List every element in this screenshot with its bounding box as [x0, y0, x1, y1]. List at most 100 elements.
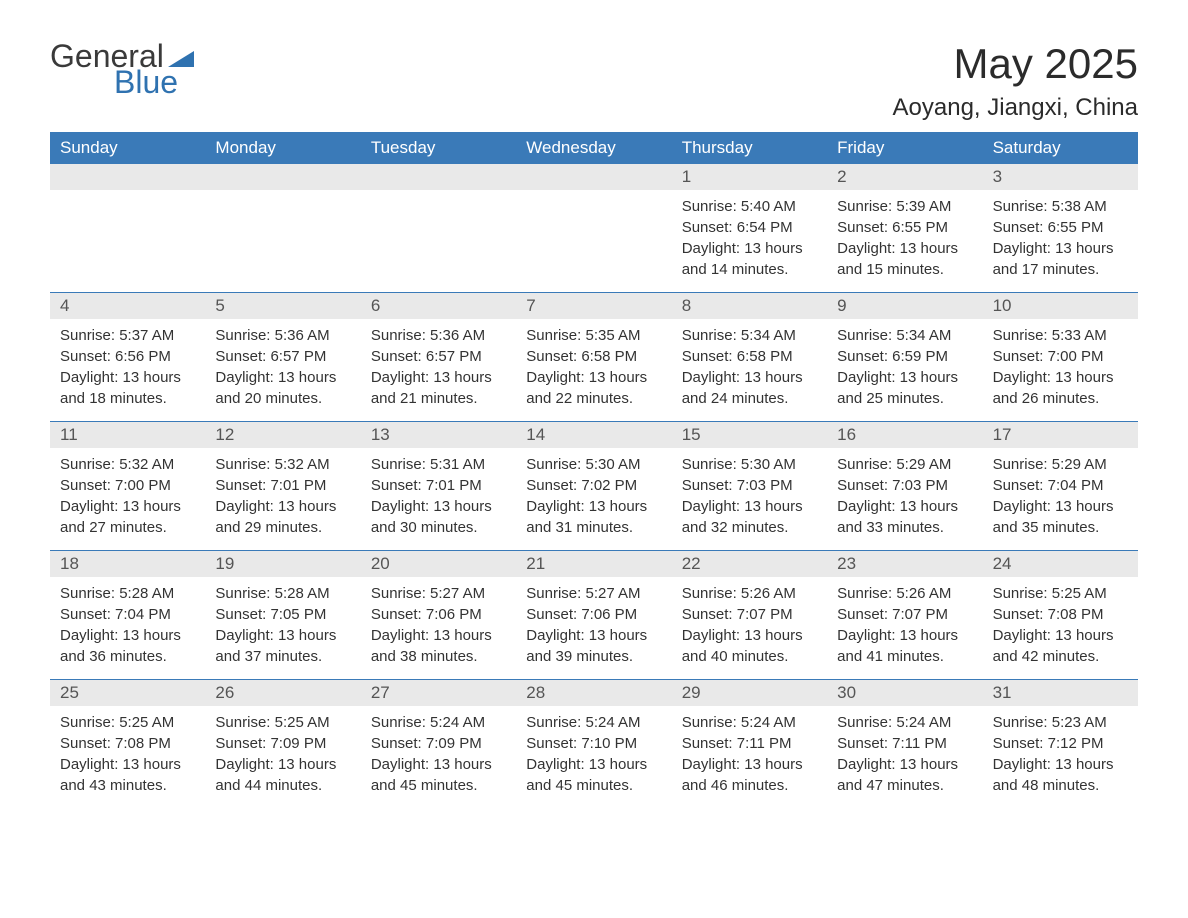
- day-cell: 17Sunrise: 5:29 AMSunset: 7:04 PMDayligh…: [983, 422, 1138, 550]
- day-content: Sunrise: 5:24 AMSunset: 7:11 PMDaylight:…: [827, 706, 982, 802]
- daylight-text-line2: and 15 minutes.: [837, 259, 972, 280]
- day-content: Sunrise: 5:26 AMSunset: 7:07 PMDaylight:…: [672, 577, 827, 673]
- sunrise-text: Sunrise: 5:28 AM: [215, 583, 350, 604]
- daylight-text-line2: and 32 minutes.: [682, 517, 817, 538]
- day-number: 22: [672, 551, 827, 577]
- day-cell: 7Sunrise: 5:35 AMSunset: 6:58 PMDaylight…: [516, 293, 671, 421]
- daylight-text-line1: Daylight: 13 hours: [215, 625, 350, 646]
- day-number: 8: [672, 293, 827, 319]
- day-content: Sunrise: 5:38 AMSunset: 6:55 PMDaylight:…: [983, 190, 1138, 286]
- sunset-text: Sunset: 6:58 PM: [682, 346, 817, 367]
- daylight-text-line1: Daylight: 13 hours: [993, 496, 1128, 517]
- daylight-text-line2: and 44 minutes.: [215, 775, 350, 796]
- day-cell: 14Sunrise: 5:30 AMSunset: 7:02 PMDayligh…: [516, 422, 671, 550]
- daylight-text-line1: Daylight: 13 hours: [371, 625, 506, 646]
- day-cell: 26Sunrise: 5:25 AMSunset: 7:09 PMDayligh…: [205, 680, 360, 808]
- calendar: Sunday Monday Tuesday Wednesday Thursday…: [50, 132, 1138, 808]
- day-cell: 18Sunrise: 5:28 AMSunset: 7:04 PMDayligh…: [50, 551, 205, 679]
- daylight-text-line1: Daylight: 13 hours: [215, 367, 350, 388]
- day-number: 10: [983, 293, 1138, 319]
- day-content: Sunrise: 5:37 AMSunset: 6:56 PMDaylight:…: [50, 319, 205, 415]
- day-content: Sunrise: 5:39 AMSunset: 6:55 PMDaylight:…: [827, 190, 982, 286]
- day-number: 27: [361, 680, 516, 706]
- week-row: 25Sunrise: 5:25 AMSunset: 7:08 PMDayligh…: [50, 679, 1138, 808]
- daylight-text-line1: Daylight: 13 hours: [682, 367, 817, 388]
- daylight-text-line2: and 48 minutes.: [993, 775, 1128, 796]
- daylight-text-line2: and 47 minutes.: [837, 775, 972, 796]
- day-number: 12: [205, 422, 360, 448]
- daylight-text-line2: and 33 minutes.: [837, 517, 972, 538]
- day-cell: 20Sunrise: 5:27 AMSunset: 7:06 PMDayligh…: [361, 551, 516, 679]
- day-content: Sunrise: 5:26 AMSunset: 7:07 PMDaylight:…: [827, 577, 982, 673]
- day-cell: 12Sunrise: 5:32 AMSunset: 7:01 PMDayligh…: [205, 422, 360, 550]
- day-number: 3: [983, 164, 1138, 190]
- day-number: 19: [205, 551, 360, 577]
- sunset-text: Sunset: 7:04 PM: [993, 475, 1128, 496]
- sunrise-text: Sunrise: 5:35 AM: [526, 325, 661, 346]
- daylight-text-line1: Daylight: 13 hours: [60, 367, 195, 388]
- day-number: 26: [205, 680, 360, 706]
- month-title: May 2025: [893, 40, 1138, 88]
- logo-word2: Blue: [114, 66, 194, 98]
- day-content: Sunrise: 5:35 AMSunset: 6:58 PMDaylight:…: [516, 319, 671, 415]
- week-row: 11Sunrise: 5:32 AMSunset: 7:00 PMDayligh…: [50, 421, 1138, 550]
- day-cell: 11Sunrise: 5:32 AMSunset: 7:00 PMDayligh…: [50, 422, 205, 550]
- day-number: 23: [827, 551, 982, 577]
- sunrise-text: Sunrise: 5:36 AM: [371, 325, 506, 346]
- day-content: Sunrise: 5:30 AMSunset: 7:03 PMDaylight:…: [672, 448, 827, 544]
- day-content: Sunrise: 5:31 AMSunset: 7:01 PMDaylight:…: [361, 448, 516, 544]
- daylight-text-line2: and 18 minutes.: [60, 388, 195, 409]
- sunset-text: Sunset: 7:01 PM: [371, 475, 506, 496]
- daylight-text-line2: and 46 minutes.: [682, 775, 817, 796]
- daylight-text-line2: and 45 minutes.: [526, 775, 661, 796]
- day-number: 28: [516, 680, 671, 706]
- sunset-text: Sunset: 7:08 PM: [993, 604, 1128, 625]
- daylight-text-line2: and 24 minutes.: [682, 388, 817, 409]
- daylight-text-line2: and 42 minutes.: [993, 646, 1128, 667]
- day-cell: 24Sunrise: 5:25 AMSunset: 7:08 PMDayligh…: [983, 551, 1138, 679]
- day-number: 1: [672, 164, 827, 190]
- day-number: 13: [361, 422, 516, 448]
- day-number: 16: [827, 422, 982, 448]
- day-cell: 10Sunrise: 5:33 AMSunset: 7:00 PMDayligh…: [983, 293, 1138, 421]
- daylight-text-line1: Daylight: 13 hours: [215, 754, 350, 775]
- day-number-empty: [205, 164, 360, 190]
- day-number: 14: [516, 422, 671, 448]
- day-cell: 15Sunrise: 5:30 AMSunset: 7:03 PMDayligh…: [672, 422, 827, 550]
- day-cell: 1Sunrise: 5:40 AMSunset: 6:54 PMDaylight…: [672, 164, 827, 292]
- day-content: Sunrise: 5:28 AMSunset: 7:04 PMDaylight:…: [50, 577, 205, 673]
- day-cell: 4Sunrise: 5:37 AMSunset: 6:56 PMDaylight…: [50, 293, 205, 421]
- week-row: 18Sunrise: 5:28 AMSunset: 7:04 PMDayligh…: [50, 550, 1138, 679]
- daylight-text-line1: Daylight: 13 hours: [837, 238, 972, 259]
- sunset-text: Sunset: 7:10 PM: [526, 733, 661, 754]
- sunrise-text: Sunrise: 5:32 AM: [215, 454, 350, 475]
- sunrise-text: Sunrise: 5:27 AM: [526, 583, 661, 604]
- daylight-text-line1: Daylight: 13 hours: [682, 496, 817, 517]
- day-cell: 25Sunrise: 5:25 AMSunset: 7:08 PMDayligh…: [50, 680, 205, 808]
- day-content: Sunrise: 5:32 AMSunset: 7:01 PMDaylight:…: [205, 448, 360, 544]
- daylight-text-line2: and 40 minutes.: [682, 646, 817, 667]
- sunset-text: Sunset: 7:06 PM: [371, 604, 506, 625]
- day-content: Sunrise: 5:34 AMSunset: 6:59 PMDaylight:…: [827, 319, 982, 415]
- daylight-text-line2: and 35 minutes.: [993, 517, 1128, 538]
- day-content: Sunrise: 5:25 AMSunset: 7:08 PMDaylight:…: [50, 706, 205, 802]
- sunset-text: Sunset: 7:06 PM: [526, 604, 661, 625]
- daylight-text-line1: Daylight: 13 hours: [993, 625, 1128, 646]
- sunrise-text: Sunrise: 5:36 AM: [215, 325, 350, 346]
- day-cell: 30Sunrise: 5:24 AMSunset: 7:11 PMDayligh…: [827, 680, 982, 808]
- day-content: Sunrise: 5:28 AMSunset: 7:05 PMDaylight:…: [205, 577, 360, 673]
- daylight-text-line1: Daylight: 13 hours: [682, 238, 817, 259]
- daylight-text-line1: Daylight: 13 hours: [837, 625, 972, 646]
- day-content: Sunrise: 5:25 AMSunset: 7:09 PMDaylight:…: [205, 706, 360, 802]
- sunrise-text: Sunrise: 5:25 AM: [60, 712, 195, 733]
- daylight-text-line2: and 39 minutes.: [526, 646, 661, 667]
- day-cell: 22Sunrise: 5:26 AMSunset: 7:07 PMDayligh…: [672, 551, 827, 679]
- day-cell: 8Sunrise: 5:34 AMSunset: 6:58 PMDaylight…: [672, 293, 827, 421]
- day-number: 29: [672, 680, 827, 706]
- sunset-text: Sunset: 6:55 PM: [993, 217, 1128, 238]
- daylight-text-line2: and 17 minutes.: [993, 259, 1128, 280]
- title-block: May 2025 Aoyang, Jiangxi, China: [893, 40, 1138, 122]
- sunset-text: Sunset: 6:57 PM: [215, 346, 350, 367]
- day-number: 2: [827, 164, 982, 190]
- sunrise-text: Sunrise: 5:24 AM: [837, 712, 972, 733]
